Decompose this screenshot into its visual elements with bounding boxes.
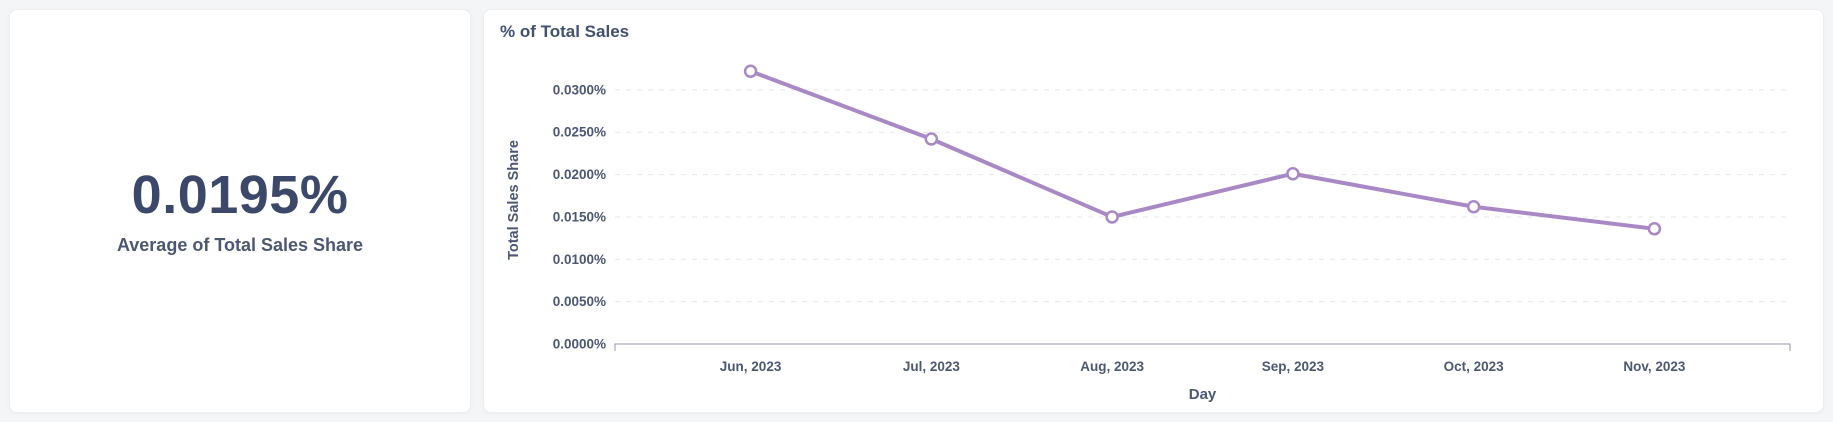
chart-card[interactable]: % of Total Sales 0.0000% 0.0050% 0.0100% 0.… — [483, 9, 1824, 413]
x-axis-line — [614, 343, 1791, 352]
y-tick-label: 0.0150% — [553, 210, 606, 225]
x-tick-label: Aug, 2023 — [1080, 359, 1144, 374]
scalar-label: Average of Total Sales Share — [116, 235, 364, 256]
y-axis-label: Total Sales Share — [506, 140, 522, 260]
chart-title: % of Total Sales — [500, 22, 630, 41]
y-tick-label: 0.0050% — [553, 295, 606, 310]
scalar-value: 0.0195% — [131, 164, 349, 225]
x-tick-label: Jul, 2023 — [903, 359, 961, 374]
line-chart-area[interactable]: 0.0000% 0.0050% 0.0100% 0.0150% 0.0200% 0.025… — [500, 44, 1807, 414]
y-tick-label: 0.0000% — [553, 337, 606, 352]
data-point[interactable] — [1105, 210, 1119, 225]
data-point[interactable] — [743, 64, 758, 79]
series-line — [748, 69, 1657, 232]
scalar-card[interactable]: 0.0195% Average of Total Sales Share — [9, 9, 471, 413]
y-tick-label: 0.0100% — [553, 252, 606, 267]
line-chart-svg[interactable]: 0.0000% 0.0050% 0.0100% 0.0150% 0.0200% 0.025… — [500, 44, 1808, 409]
data-point[interactable] — [1466, 200, 1481, 214]
x-tick-label: Sep, 2023 — [1262, 359, 1325, 374]
x-tick-label: Jun, 2023 — [720, 359, 782, 374]
y-tick-label: 0.0200% — [553, 167, 606, 182]
data-point[interactable] — [1647, 222, 1662, 236]
x-axis-label: Day — [1189, 386, 1217, 403]
data-point[interactable] — [1286, 167, 1300, 181]
y-tick-label: 0.0250% — [553, 125, 606, 140]
data-point[interactable] — [924, 132, 939, 147]
y-tick-label: 0.0300% — [553, 83, 606, 98]
x-tick-label: Oct, 2023 — [1444, 359, 1505, 374]
x-tick-label: Nov, 2023 — [1623, 359, 1686, 374]
